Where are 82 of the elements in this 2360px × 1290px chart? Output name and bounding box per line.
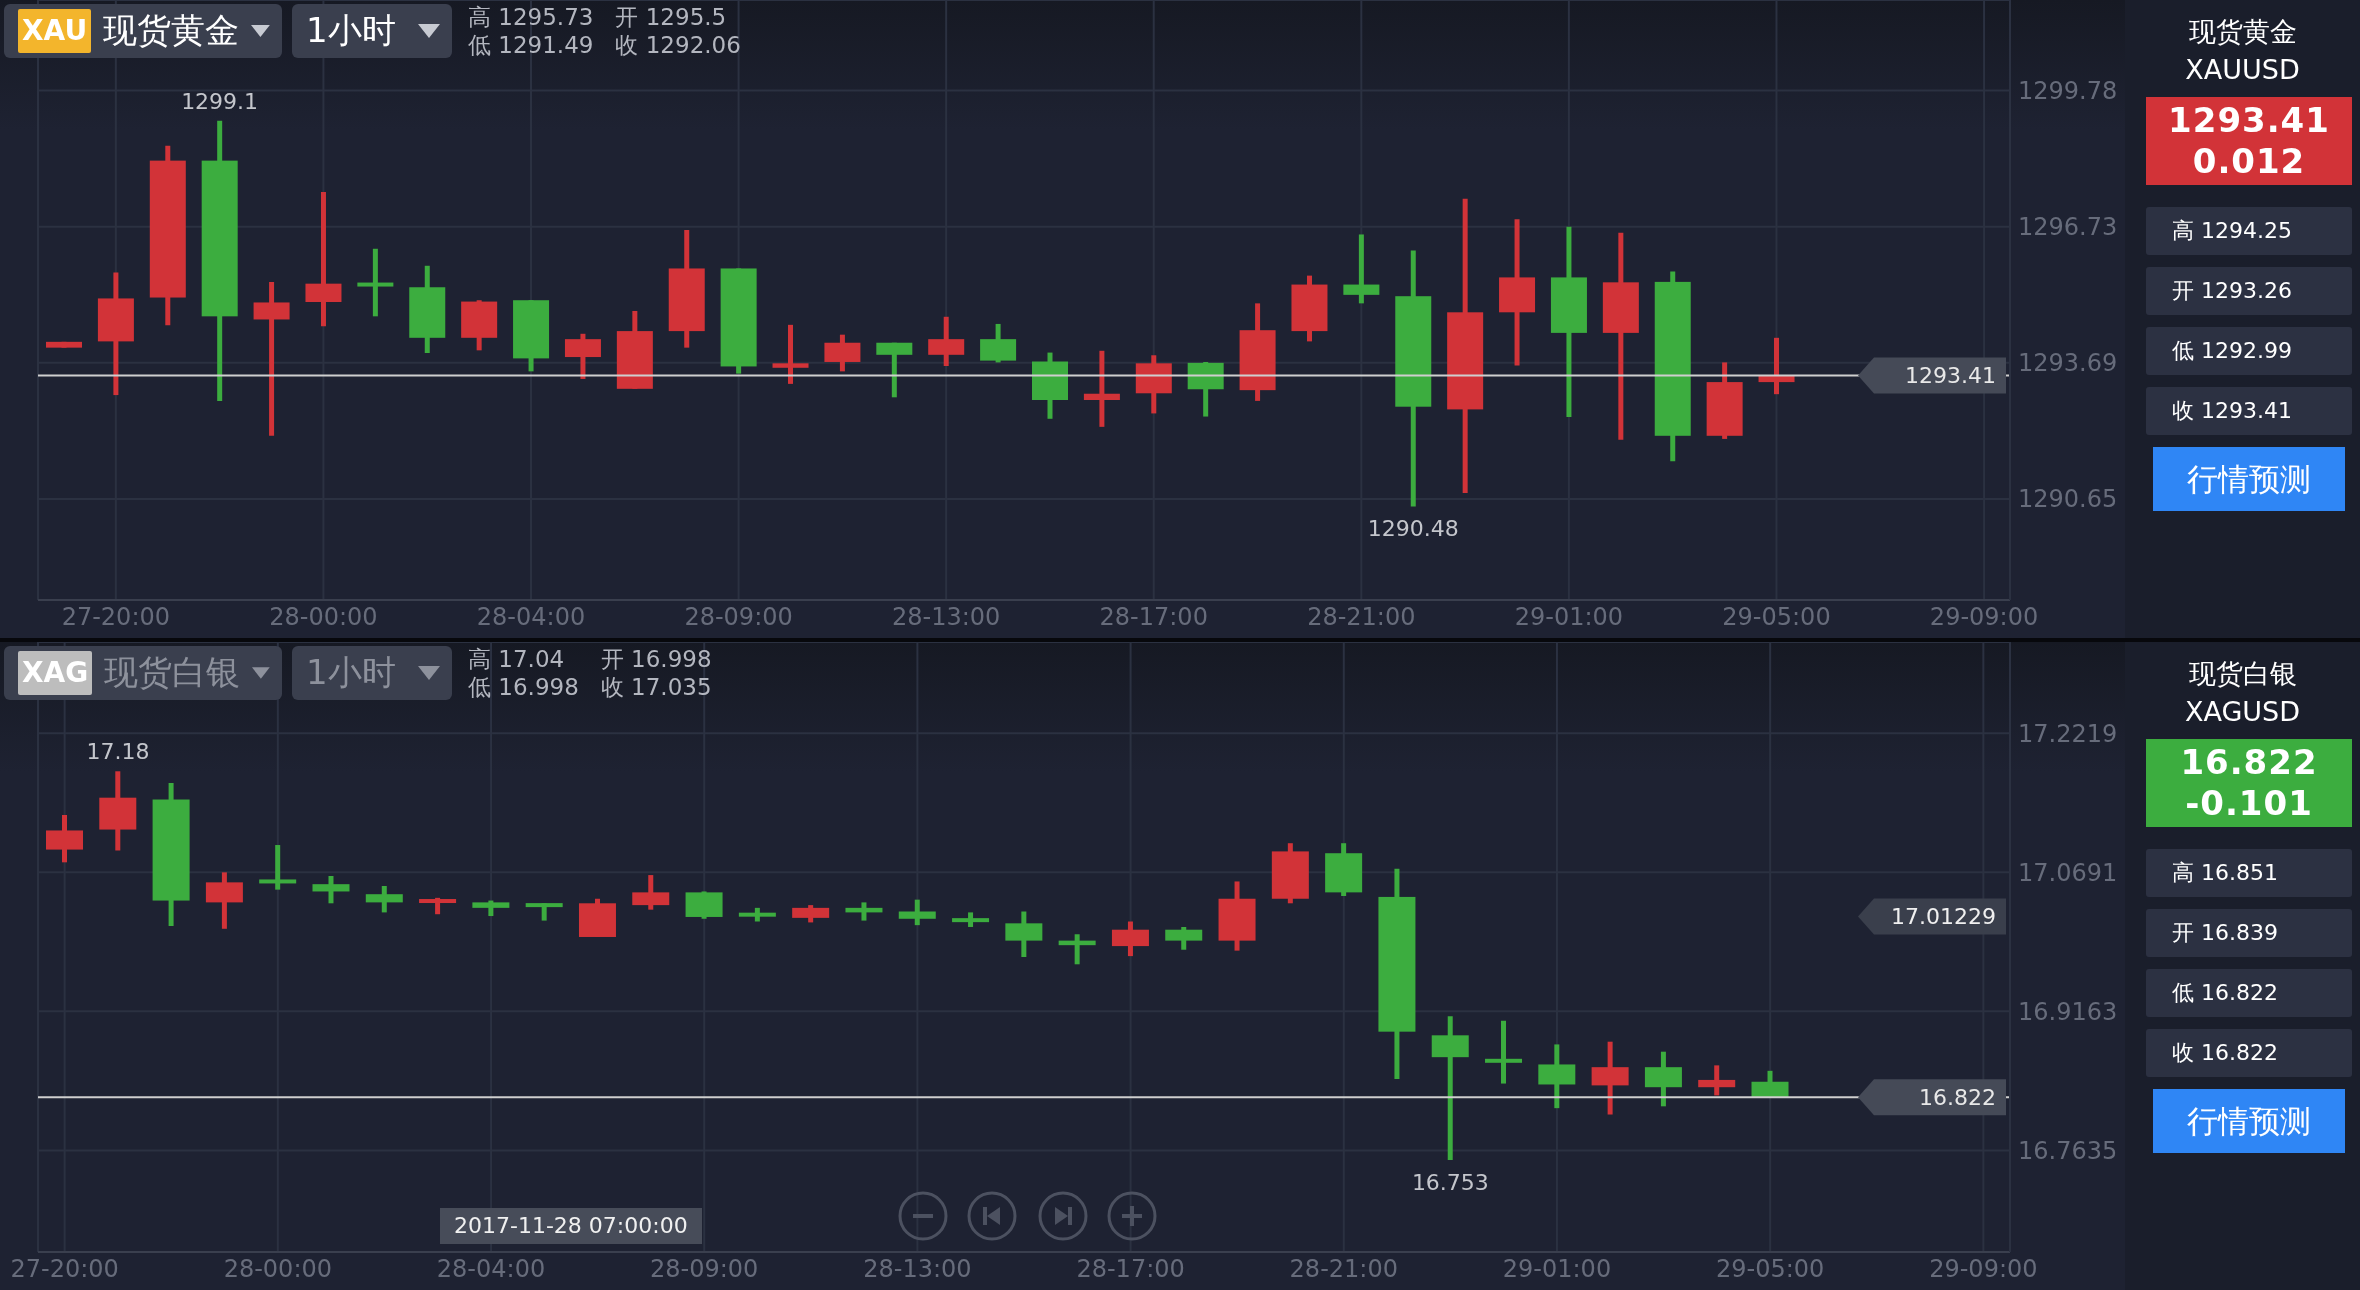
text: 0.012 [2191, 141, 2307, 181]
candlestick [772, 324, 809, 384]
annotation: 低 1291.49 [468, 31, 594, 59]
x-tick-label: 28-13:00 [891, 603, 1001, 632]
annotation: XAU [18, 9, 92, 53]
candlestick [1698, 1065, 1736, 1096]
annotation: 开 1295.5 [615, 3, 728, 31]
ref-line-label: 16.822 [1919, 1085, 1996, 1111]
x-tick-label: 29-01:00 [1502, 1255, 1612, 1284]
x-tick-label: 28-04:00 [476, 603, 586, 632]
text: 现货黄金 [2187, 15, 2298, 49]
candlestick [632, 875, 670, 910]
y-tick-label: 1296.73 [2018, 213, 2118, 242]
y-tick-label: 16.9163 [2018, 997, 2118, 1026]
annotation: 收 1292.06 [615, 31, 741, 59]
text: 行情预测 [2153, 1089, 2345, 1153]
candlestick [1431, 1016, 1469, 1161]
text: 低 16.822 [2146, 969, 2352, 1017]
annotation: 2017-11-28 07:00:00 [440, 1208, 702, 1244]
text: XAUUSD [2184, 53, 2301, 87]
x-tick-label: 28-17:00 [1076, 1255, 1185, 1284]
y-tick-label: 1290.65 [2018, 485, 2118, 514]
annotation: 高 17.04 [468, 645, 566, 673]
text: 高 16.851 [2146, 849, 2352, 897]
x-tick-label: 27-20:00 [10, 1255, 119, 1284]
text: 1293.41 [2167, 99, 2331, 141]
candlestick [898, 899, 936, 926]
chart-subtitle: 1小时 [306, 9, 397, 52]
text: 现货白银 [2187, 657, 2298, 691]
y-tick-label: 17.2219 [2018, 719, 2118, 748]
x-tick-label: 28-09:00 [650, 1255, 759, 1284]
x-tick-label: 28-17:00 [1099, 603, 1208, 632]
x-tick-label: 29-05:00 [1722, 603, 1831, 632]
annotation: 16.753 [1411, 1170, 1489, 1196]
text: 高 1294.25 [2146, 207, 2352, 255]
chart-title: 现货白银 [104, 651, 241, 694]
chart-title: 现货黄金 [103, 9, 240, 52]
candlestick [1083, 350, 1120, 427]
annotation: 1299.1 [181, 88, 259, 114]
annotation: 17.01229 [1891, 904, 1996, 930]
text: -0.101 [2184, 783, 2314, 823]
text: 开 16.839 [2146, 909, 2352, 957]
x-tick-label: 28-21:00 [1307, 603, 1416, 632]
x-tick-label: 28-13:00 [863, 1255, 972, 1284]
x-tick-label: 28-00:00 [223, 1255, 333, 1284]
candlestick [312, 875, 350, 904]
annotation: 17.18 [86, 739, 150, 765]
annotation: XAG [18, 651, 93, 695]
ref-line-label: 1293.41 [1905, 363, 1996, 389]
candlestick [365, 886, 403, 913]
x-tick-label: 28-21:00 [1289, 1255, 1398, 1284]
x-tick-label: 29-09:00 [1929, 1255, 2038, 1284]
text: 低 1292.99 [2146, 327, 2352, 375]
x-tick-label: 28-09:00 [684, 603, 793, 632]
annotation: 低 16.998 [468, 673, 579, 701]
text: 收 16.822 [2146, 1029, 2352, 1077]
candlestick [305, 191, 342, 327]
annotation: 1290.48 [1367, 516, 1459, 542]
y-tick-label: 17.0691 [2018, 858, 2118, 887]
y-tick-label: 16.7635 [2018, 1137, 2118, 1166]
x-tick-label: 28-00:00 [269, 603, 378, 632]
text: XAGUSD [2183, 695, 2302, 729]
candlestick [253, 281, 290, 436]
x-tick-label: 29-05:00 [1715, 1255, 1825, 1284]
annotation: 高 1295.73 [468, 3, 594, 31]
candlestick [357, 248, 394, 317]
y-tick-label: 1293.69 [2018, 349, 2118, 378]
candlestick [259, 845, 297, 890]
annotation: 收 17.035 [600, 673, 712, 701]
text: 16.822 [2179, 741, 2319, 783]
y-tick-label: 1299.78 [2018, 76, 2118, 105]
x-tick-label: 29-01:00 [1514, 603, 1624, 632]
text: 开 1293.26 [2146, 267, 2352, 315]
chart-subtitle: 1小时 [306, 651, 397, 694]
x-tick-label: 27-20:00 [61, 603, 171, 632]
candlestick [1343, 234, 1380, 304]
annotation: 开 16.998 [600, 645, 712, 673]
x-tick-label: 28-04:00 [436, 1255, 546, 1284]
text: 行情预测 [2153, 447, 2345, 511]
text: 收 1293.41 [2146, 387, 2352, 435]
x-tick-label: 29-09:00 [1929, 603, 2039, 632]
candlestick [1485, 1020, 1523, 1084]
